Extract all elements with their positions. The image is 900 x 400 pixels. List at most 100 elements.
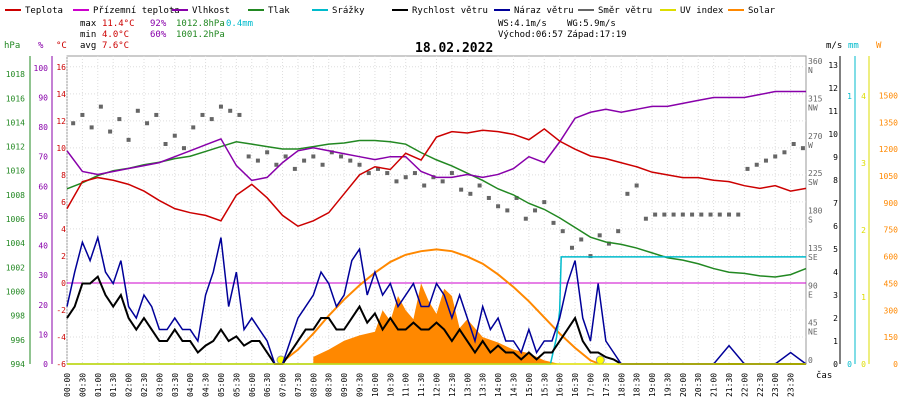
uv-tick: 1 [861, 293, 866, 302]
wind-direction-point [209, 117, 214, 122]
time-tick: 12:30 [448, 373, 457, 397]
celsius-tick: 4 [61, 225, 66, 234]
wind-direction-point [422, 183, 427, 188]
hpa-tick: 1004 [6, 239, 25, 248]
direction-tick-compass: NE [808, 328, 818, 337]
wind-direction-point [274, 162, 279, 167]
legend-label: Vlhkost [192, 6, 230, 16]
time-tick: 23:30 [787, 373, 796, 397]
wind-direction-point [154, 112, 159, 117]
pct-tick: 60 [38, 182, 48, 191]
celsius-tick: -6 [56, 360, 66, 369]
time-tick: 15:30 [540, 373, 549, 397]
ms-tick: 5 [833, 245, 838, 254]
hpa-tick: 1018 [6, 70, 25, 79]
celsius-tick: 12 [56, 117, 66, 126]
series-line [66, 90, 806, 182]
wind-direction-point [394, 179, 399, 184]
legend-label: UV index [680, 6, 724, 16]
ms-tick: 11 [828, 107, 838, 116]
unit-mm: mm [848, 41, 859, 51]
wind-direction-point [643, 216, 648, 221]
time-tick: 20:00 [679, 373, 688, 397]
wind-direction-point [228, 108, 233, 113]
wind-direction-point [218, 104, 223, 109]
wind-direction-point [302, 158, 307, 163]
wind-direction-point [172, 133, 177, 138]
direction-tick: 360 [808, 57, 823, 66]
time-tick: 15:00 [525, 373, 534, 397]
time-tick: 09:00 [340, 373, 349, 397]
wind-direction-point [727, 212, 732, 217]
time-tick: 13:30 [479, 373, 488, 397]
time-axis-label: čas [816, 370, 832, 381]
time-tick: 05:00 [217, 373, 226, 397]
time-tick: 07:30 [294, 373, 303, 397]
pct-tick: 90 [38, 93, 48, 102]
uv-tick: 2 [861, 226, 866, 235]
stats-max-hum: 92% [150, 19, 167, 29]
wind-direction-point [431, 175, 436, 180]
chart-date-title: 18.02.2022 [415, 41, 493, 56]
wind-direction-point [71, 121, 76, 126]
direction-tick: 45 [808, 319, 818, 328]
ms-tick: 12 [828, 84, 838, 93]
wind-direction-point [403, 175, 408, 180]
wind-direction-point [690, 212, 695, 217]
legend-label: Směr větru [598, 6, 652, 16]
hpa-tick: 1014 [6, 118, 25, 127]
wind-direction-point [246, 154, 251, 159]
ms-tick: 1 [833, 337, 838, 346]
series-line [66, 128, 807, 228]
celsius-tick: 0 [61, 279, 66, 288]
time-tick: 11:00 [402, 373, 411, 397]
time-tick: 11:30 [417, 373, 426, 397]
time-tick: 13:00 [463, 373, 472, 397]
wind-direction-point [486, 195, 491, 200]
direction-tick: 0 [808, 356, 813, 365]
w-tick: 1050 [879, 172, 898, 181]
wind-direction-point [98, 104, 103, 109]
wind-direction-point [597, 233, 602, 238]
time-tick: 06:30 [263, 373, 272, 397]
ms-tick: 4 [833, 268, 838, 277]
pct-tick: 20 [38, 301, 48, 310]
wind-direction-point [699, 212, 704, 217]
wind-direction-point [588, 254, 593, 259]
legend-label: Přízemní teplota [93, 6, 180, 16]
pct-tick: 70 [38, 153, 48, 162]
w-tick: 1350 [879, 118, 898, 127]
wind-direction-point [200, 112, 205, 117]
time-tick: 02:00 [125, 373, 134, 397]
wind-direction-point [773, 154, 778, 159]
celsius-tick: 6 [61, 198, 66, 207]
celsius-tick: -2 [56, 306, 66, 315]
stats-min-temp: 4.0°C [102, 30, 129, 40]
direction-tick-compass: SE [808, 253, 818, 262]
wind-direction-point [514, 195, 519, 200]
wind-direction-point [496, 204, 501, 209]
unit-w: W [876, 41, 882, 51]
time-tick: 03:00 [155, 373, 164, 397]
wind-direction-point [468, 191, 473, 196]
wind-direction-point [339, 154, 344, 159]
time-tick: 12:00 [433, 373, 442, 397]
sunset-time: Západ:17:19 [567, 30, 627, 40]
wind-direction-point [708, 212, 713, 217]
ms-tick: 3 [833, 291, 838, 300]
direction-tick: 90 [808, 281, 818, 290]
wind-direction-point [135, 108, 140, 113]
wind-direction-point [579, 237, 584, 242]
pct-tick: 50 [38, 212, 48, 221]
celsius-tick: 8 [61, 171, 66, 180]
time-tick: 17:00 [586, 373, 595, 397]
time-tick: 04:00 [186, 373, 195, 397]
wind-direction-point [763, 158, 768, 163]
hpa-tick: 1010 [6, 167, 25, 176]
wind-direction-point [569, 245, 574, 250]
wind-direction-point [680, 212, 685, 217]
hpa-tick: 1016 [6, 94, 25, 103]
wind-direction-point [625, 191, 630, 196]
stats-min-press: 1001.2hPa [176, 30, 225, 40]
